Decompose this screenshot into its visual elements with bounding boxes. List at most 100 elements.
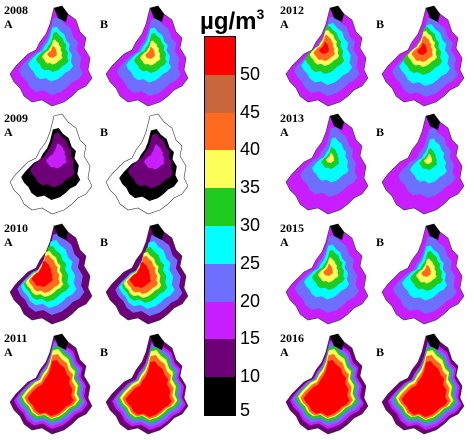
contour-band [330,6,344,22]
color-bar [204,36,236,416]
color-bar-tick-label: 30 [240,215,261,235]
color-bar-band [205,263,235,303]
year-label: 2010 [4,221,28,235]
year-label: 2013 [280,111,304,125]
map-panel-b [102,4,188,108]
contour-band [31,261,53,287]
color-bar-tick-label: 25 [240,252,261,273]
contour-band [426,334,440,350]
contour-band [125,361,172,417]
map-panel-b [378,112,464,216]
scenario-label-b: B [100,125,109,139]
color-bar-band [205,188,235,227]
map-panel-b [378,4,464,108]
map-panel-a [282,222,368,326]
color-bar-band [205,301,235,340]
contour-band [54,224,68,240]
color-bar-tick-label: 45 [240,101,261,122]
color-bar-tick-label: 15 [240,328,261,349]
color-bar-tick-label: 10 [240,366,261,387]
color-bar-band [205,339,235,378]
concentration-map [105,223,188,325]
contour-band [426,114,440,130]
contour-band [417,43,428,55]
unit-base: µg/m [200,8,257,35]
year-label: 2009 [4,111,28,125]
contour-band [27,360,74,416]
contour-band [47,46,58,58]
map-panel-a [282,112,368,216]
scenario-label-b: B [100,345,109,359]
color-bar-tick-label: 35 [240,177,261,198]
color-bar-band [205,377,235,416]
scenario-label-a: A [280,125,289,139]
concentration-map [105,113,188,215]
concentration-map [285,333,368,435]
concentration-map [285,113,368,215]
color-bar-tick-label: 50 [240,63,261,84]
scenario-label-a: A [4,17,13,31]
scenario-label-b: B [100,235,109,249]
year-label: 2011 [4,331,28,345]
concentration-map [105,5,188,107]
contour-band [326,153,335,163]
map-panel-b [378,222,464,326]
year-label: 2012 [280,3,304,17]
color-bar-band [205,37,235,76]
contour-band [330,334,344,350]
scenario-label-a: A [280,235,289,249]
map-panel-a [6,112,92,216]
concentration-map [9,5,92,107]
map-panel-a [6,222,92,326]
contour-band [150,6,164,22]
concentration-map [381,223,464,325]
map-panel-b [378,332,464,436]
scenario-label-b: B [100,17,109,31]
scenario-label-b: B [376,125,385,139]
concentration-map [285,5,368,107]
color-bar-tick-label: 20 [240,290,261,311]
map-panel-a [6,332,92,436]
contour-band [330,224,344,240]
map-panel-b [102,222,188,326]
scenario-label-a: A [4,125,13,139]
color-bar-tick-label: 40 [240,139,261,160]
contour-band [424,154,433,164]
color-bar-band [205,74,235,114]
concentration-map [9,223,92,325]
scenario-label-a: A [280,17,289,31]
contour-band [426,6,440,22]
year-label: 2016 [280,331,304,345]
contour-band [421,265,432,277]
contour-band [426,224,440,240]
concentration-map [9,333,92,435]
unit-label: µg/m3 [200,0,264,36]
unit-exponent: 3 [256,6,265,22]
contour-band [129,262,151,288]
concentration-map [285,223,368,325]
contour-band [46,143,67,169]
scenario-label-a: A [4,345,13,359]
contour-band [144,144,165,170]
concentration-map [381,333,464,435]
contour-band [323,264,334,276]
color-bar-band [205,150,235,189]
contour-band [401,361,448,417]
scenario-label-b: B [376,17,385,31]
concentration-map [381,5,464,107]
year-label: 2015 [280,221,304,235]
contour-band [54,6,68,22]
concentration-map [9,113,92,215]
map-panel-a [282,4,368,108]
color-bar-band [205,226,235,265]
map-panel-a [6,4,92,108]
map-panel-a [282,332,368,436]
scenario-label-b: B [376,345,385,359]
contour-band [330,114,344,130]
concentration-map [105,333,188,435]
color-bar-band [205,112,235,151]
scenario-label-b: B [376,235,385,249]
concentration-map [381,113,464,215]
map-panel-b [102,112,188,216]
scenario-label-a: A [280,345,289,359]
